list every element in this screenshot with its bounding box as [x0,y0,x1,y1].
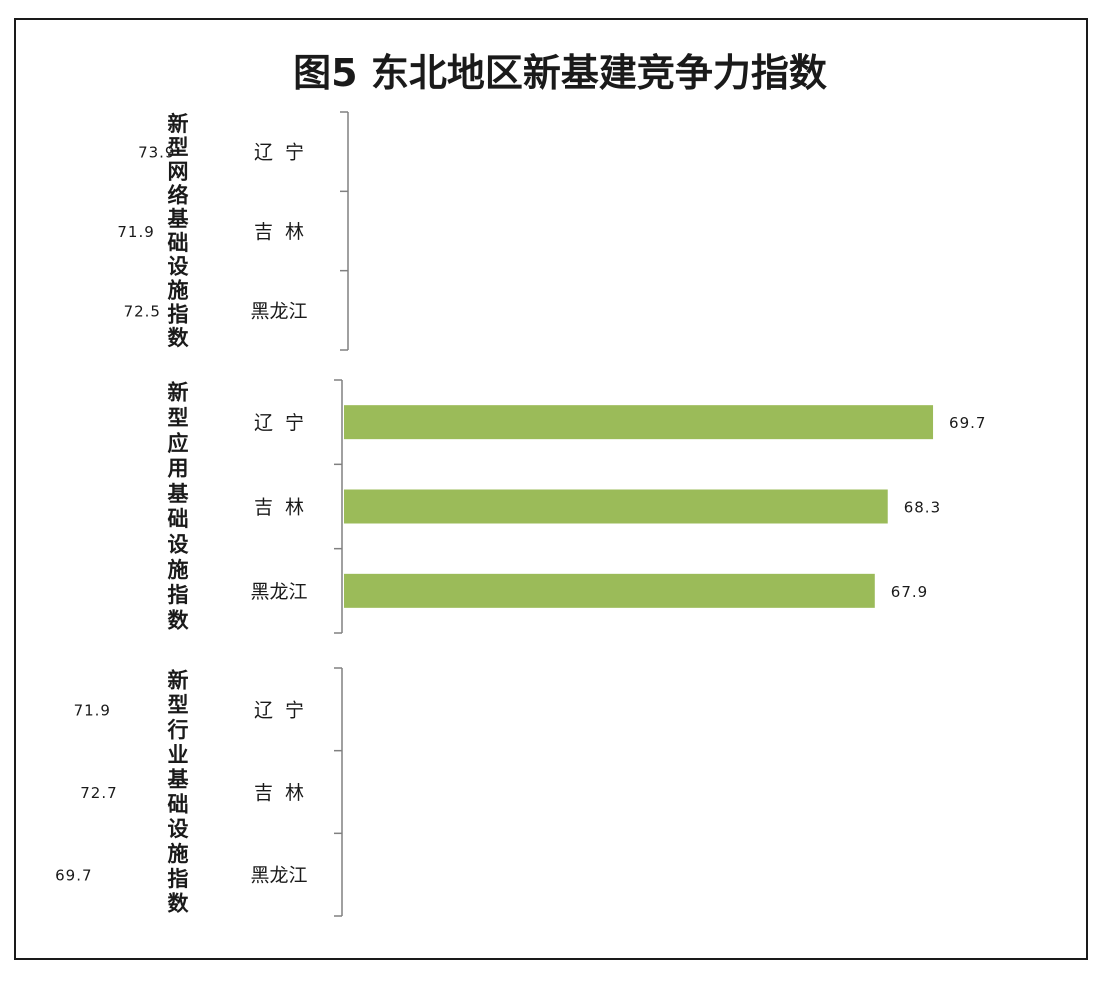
category-label: 吉 林 [254,497,304,519]
bar [344,405,934,440]
data-label: 71.9 [74,701,111,719]
chart-title: 图5 东北地区新基建竞争力指数 [293,51,827,95]
chart-group-3: 新型行业基础设施指数 辽 宁 71.9 吉 林 72.7 黑龙江 69.7 [55,667,343,917]
category-label: 辽 宁 [254,412,304,434]
chart-group-1: 新型网络基础设施指数 辽 宁 73.9 吉 林 71.9 黑龙江 72.5 [117,111,349,351]
data-label: 71.9 [117,223,154,241]
data-label: 67.9 [891,583,928,601]
category-label: 辽 宁 [254,699,304,721]
data-label: 72.5 [124,302,161,320]
category-label: 黑龙江 [250,300,307,322]
category-label: 吉 林 [254,221,304,243]
data-label: 69.7 [55,867,92,885]
data-label: 69.7 [949,414,986,432]
category-label: 黑龙江 [250,865,307,887]
bar [344,489,888,524]
data-label: 73.9 [138,144,175,162]
category-label: 吉 林 [254,782,304,804]
group-label: 新型网络基础设施指数 [168,112,190,350]
group-label: 新型行业基础设施指数 [167,668,190,915]
category-label: 辽 宁 [254,142,304,164]
category-label: 黑龙江 [250,581,307,603]
data-label: 72.7 [80,784,117,802]
bar [344,573,875,608]
group-label: 新型应用基础设施指数 [168,381,190,633]
chart-group-2: 新型应用基础设施指数 辽 宁 69.7 吉 林 68.3 黑龙江 67.9 [168,379,986,634]
chart-frame [14,18,1088,960]
data-label: 68.3 [904,499,941,517]
